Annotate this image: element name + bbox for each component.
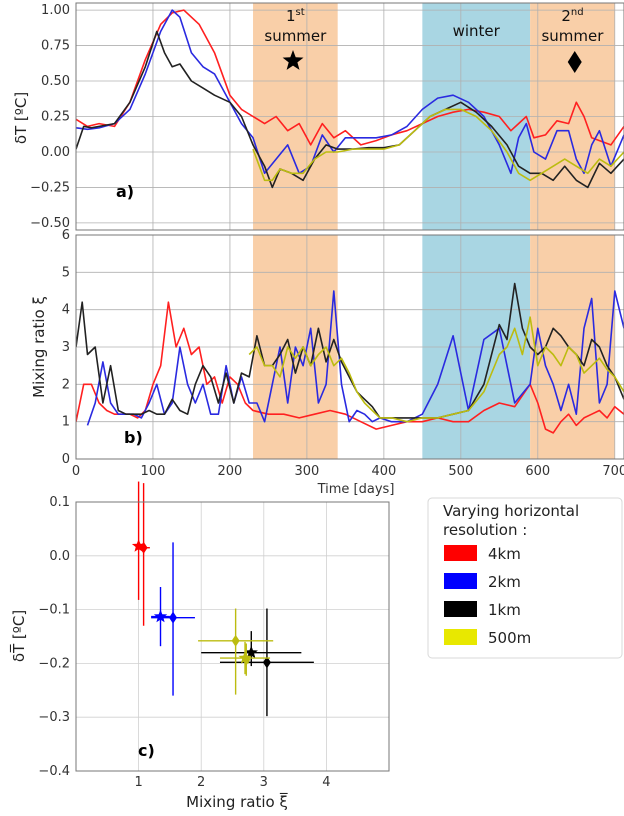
season-label-line2: summer [264,27,327,45]
diamond-point [139,541,148,554]
series-line-2 [76,282,624,419]
panel-b-xlabel: Time [days] [317,482,395,497]
panel-c-frame [75,501,390,772]
y-tick-label: 5 [62,265,70,280]
legend-label: 4km [488,545,521,563]
panel-a-label: a) [116,182,134,201]
season-label-main: 1 [286,7,296,25]
panel-a-timeseries: 1.00 0.75 0.50 0.25 0.00 −0.25 −0.50 δT [ºC] a… [12,2,624,231]
y-tick-label: 0.00 [41,145,70,160]
diamond-point [231,634,240,647]
star-point [131,539,146,552]
y-tick-label: 4 [62,303,70,318]
legend: Varying horizontal resolution : 4km 2km 1k… [427,497,623,659]
season-label-number: 1st [286,7,305,25]
star-point [244,645,258,659]
legend-swatch [444,601,477,617]
y-tick-label: 1.00 [41,3,70,18]
panel-c-label: c) [138,741,155,760]
x-tick-label: 3 [260,775,268,790]
y-tick-label: 0.75 [41,39,70,54]
second-summer-diamond-marker [567,51,582,73]
legend-box [427,497,623,659]
season-label-line2: summer [541,27,604,45]
y-tick-label: −0.25 [30,180,70,195]
x-tick-label: 100 [141,464,166,479]
first-summer-star-marker [282,50,304,70]
y-tick-label: −0.50 [30,216,70,231]
panel-a-frame [75,2,624,231]
panel-b-label: b) [124,428,143,447]
y-tick-label: 3 [62,340,70,355]
legend-label: 500m [488,629,531,647]
x-tick-label: 600 [525,464,550,479]
y-tick-label: 0 [62,452,70,467]
y-tick-label: −0.2 [38,656,70,671]
legend-title-line2: resolution : [443,521,527,539]
panel-b-frame [75,234,624,460]
panel-c-xlabel: Mixing ratio ξ̅ [186,792,288,811]
diamond-point [262,656,271,669]
diamond-point [242,653,251,666]
y-tick-label: 1 [62,415,70,430]
x-tick-label: 500 [448,464,473,479]
panel-b-ylabel: Mixing ratio ξ [30,296,48,398]
legend-swatch [444,573,477,589]
y-tick-label: −0.4 [38,764,70,779]
panel-a-ylabel: δT [ºC] [12,92,30,144]
legend-swatch [444,545,477,561]
diamond-point [169,611,178,624]
legend-label: 1km [488,601,521,619]
y-tick-label: 2 [62,377,70,392]
x-tick-label: 200 [218,464,243,479]
season-label-sup: st [296,7,305,18]
legend-title-line1: Varying horizontal [443,502,579,520]
season-label: winter [453,22,501,40]
season-label-number: 2nd [561,7,583,25]
series-line-1 [76,9,624,175]
y-tick-label: 0.0 [49,549,70,564]
legend-swatch [444,629,477,645]
star-point [153,609,168,623]
series-line-3 [248,316,624,423]
x-tick-label: 400 [371,464,396,479]
y-tick-label: −0.3 [38,710,70,725]
y-tick-label: 0.1 [49,495,70,510]
x-tick-label: 0 [72,464,80,479]
x-tick-label: 1 [134,775,142,790]
season-label-sup: nd [571,7,584,18]
series-line-0 [76,9,624,146]
x-tick-label: 300 [294,464,319,479]
series-line-2 [76,30,624,189]
panel-c-scatter: 1 2 3 4 0.1 0.0 −0.1 −0.2 −0.3 −0.4 δT̅ [ºC] Mixi… [9,481,390,811]
panel-b-timeseries: 0 1 2 3 4 5 6 0 100 200 300 400 500 600 700 Mixing rat… [30,228,624,497]
y-tick-label: 0.25 [41,110,70,125]
legend-label: 2km [488,573,521,591]
y-tick-label: −0.1 [38,603,70,618]
y-tick-label: 0.50 [41,74,70,89]
series-line-3 [252,108,624,182]
x-tick-label: 700 [602,464,624,479]
panel-c-ylabel: δT̅ [ºC] [9,610,28,662]
x-tick-label: 4 [322,775,330,790]
y-tick-label: 6 [62,228,70,243]
x-tick-label: 2 [197,775,205,790]
season-label-main: 2 [561,7,571,25]
